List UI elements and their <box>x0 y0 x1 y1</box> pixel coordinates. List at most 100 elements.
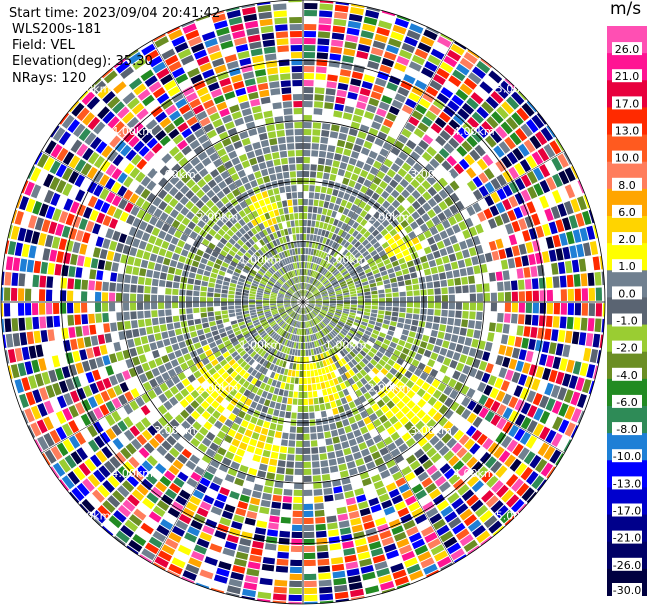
range-bin <box>272 494 282 502</box>
range-bin <box>541 251 550 263</box>
range-bin <box>317 31 331 39</box>
range-bin <box>221 457 232 467</box>
range-bin <box>322 295 329 298</box>
range-bin <box>221 293 228 298</box>
range-bin <box>229 207 238 216</box>
range-bin <box>289 573 302 580</box>
range-bin <box>288 279 293 286</box>
range-bin <box>285 295 291 298</box>
range-bin <box>255 251 262 258</box>
range-bin <box>242 295 249 299</box>
range-bin <box>198 263 206 270</box>
range-bin <box>229 316 237 322</box>
range-bin <box>563 389 574 404</box>
range-bin <box>101 145 113 158</box>
range-bin <box>471 256 479 266</box>
range-bin <box>312 136 320 143</box>
range-bin <box>239 200 248 209</box>
range-bin <box>447 49 462 62</box>
range-bin <box>249 309 256 313</box>
range-bin <box>532 392 543 406</box>
range-bin <box>227 428 237 438</box>
range-bin <box>203 123 214 133</box>
range-bin <box>289 384 294 391</box>
range-bin <box>260 247 267 254</box>
range-bin <box>481 321 489 331</box>
range-bin <box>531 151 544 166</box>
range-bin <box>201 214 210 223</box>
range-bin <box>255 233 262 241</box>
range-bin <box>364 268 372 274</box>
range-bin <box>262 300 269 302</box>
range-bin <box>450 43 465 56</box>
range-bin <box>341 534 353 542</box>
range-bin <box>328 60 341 68</box>
range-bin <box>296 292 300 298</box>
range-bin <box>207 415 217 425</box>
range-bin <box>186 477 198 488</box>
range-bin <box>344 425 352 434</box>
range-bin <box>495 465 508 478</box>
range-bin <box>193 285 201 291</box>
range-bin <box>42 248 51 261</box>
range-bin <box>220 170 230 180</box>
range-bin <box>335 421 343 429</box>
range-bin <box>353 336 360 342</box>
range-bin <box>460 209 470 220</box>
range-bin <box>364 484 375 493</box>
range-bin <box>304 321 306 328</box>
range-bin <box>502 184 513 197</box>
range-bin <box>234 268 242 274</box>
range-bin <box>399 352 407 361</box>
range-bin <box>267 407 274 415</box>
range-bin <box>417 233 426 242</box>
range-bin <box>335 272 341 278</box>
range-bin <box>336 324 343 330</box>
range-bin <box>277 304 284 306</box>
range-bin <box>426 464 438 476</box>
range-bin <box>62 183 73 197</box>
range-bin <box>344 490 355 499</box>
range-bin <box>141 43 156 56</box>
range-bin <box>133 140 145 153</box>
range-bin <box>314 192 320 200</box>
range-bin <box>356 268 364 274</box>
range-bin <box>306 234 310 241</box>
range-bin <box>328 365 334 372</box>
range-bin <box>58 458 71 473</box>
range-bin <box>168 330 176 338</box>
range-bin <box>381 355 390 363</box>
range-bin <box>357 131 367 140</box>
range-bin <box>246 151 256 159</box>
range-bin <box>163 193 173 204</box>
range-bin <box>193 225 202 234</box>
range-bin <box>378 310 385 315</box>
range-bin <box>398 317 405 323</box>
range-bin <box>124 202 134 213</box>
range-bin <box>271 379 277 387</box>
range-bin <box>260 168 269 177</box>
range-bin <box>226 192 235 201</box>
range-bin <box>317 432 324 440</box>
range-bin <box>54 328 62 341</box>
range-bin <box>277 296 284 299</box>
range-bin <box>567 288 574 301</box>
range-bin <box>308 284 312 291</box>
range-bin <box>370 313 377 318</box>
range-bin <box>303 191 309 199</box>
range-bin <box>333 443 342 451</box>
range-bin <box>337 276 344 282</box>
range-bin <box>329 303 336 306</box>
range-bin <box>333 219 339 226</box>
range-bin <box>322 296 329 299</box>
range-bin <box>277 307 284 310</box>
range-bin <box>392 307 399 312</box>
range-bin <box>491 250 500 261</box>
range-bin <box>292 363 297 370</box>
range-bin <box>366 490 377 500</box>
range-bin <box>140 417 151 428</box>
range-bin <box>357 176 366 185</box>
range-bin <box>288 289 294 294</box>
range-bin <box>312 475 322 482</box>
